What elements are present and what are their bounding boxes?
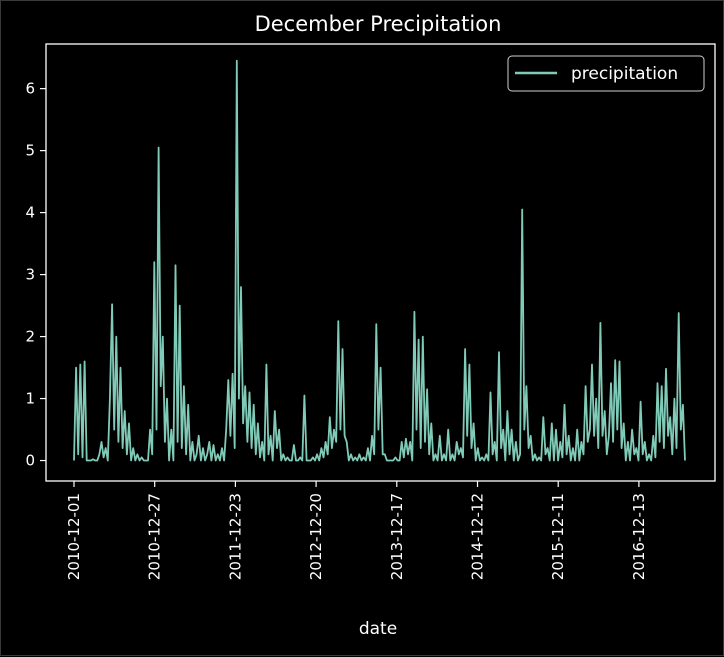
- x-tick-label: 2010-12-27: [146, 493, 164, 580]
- y-tick-label: 0: [25, 452, 35, 470]
- precipitation-series-line: [73, 59, 686, 462]
- y-tick-label: 4: [25, 204, 35, 222]
- x-tick-label: 2011-12-23: [226, 493, 244, 580]
- legend: precipitation: [507, 55, 705, 92]
- x-axis-label: date: [359, 619, 397, 639]
- y-axis: 0 1 2 3 4 5 6: [25, 80, 46, 470]
- x-tick-label: 2010-12-01: [65, 493, 83, 580]
- y-tick-label: 6: [25, 80, 35, 98]
- x-axis: 2010-12-01 2010-12-27 2011-12-23 2012-12-20…: [65, 481, 648, 580]
- x-tick-label: 2013-12-17: [388, 493, 406, 580]
- y-tick-label: 1: [25, 390, 35, 408]
- plot-area: [45, 43, 716, 482]
- y-tick-label: 2: [25, 328, 35, 346]
- x-tick-label: 2016-12-13: [630, 493, 648, 580]
- x-tick-label: 2014-12-12: [469, 493, 487, 580]
- chart-title: December Precipitation: [255, 12, 502, 36]
- legend-label: precipitation: [571, 64, 678, 84]
- y-tick-label: 3: [25, 266, 35, 284]
- legend-box: [507, 55, 705, 92]
- y-tick-label: 5: [25, 142, 35, 160]
- x-tick-label: 2015-12-11: [549, 493, 567, 580]
- x-tick-label: 2012-12-20: [307, 493, 325, 580]
